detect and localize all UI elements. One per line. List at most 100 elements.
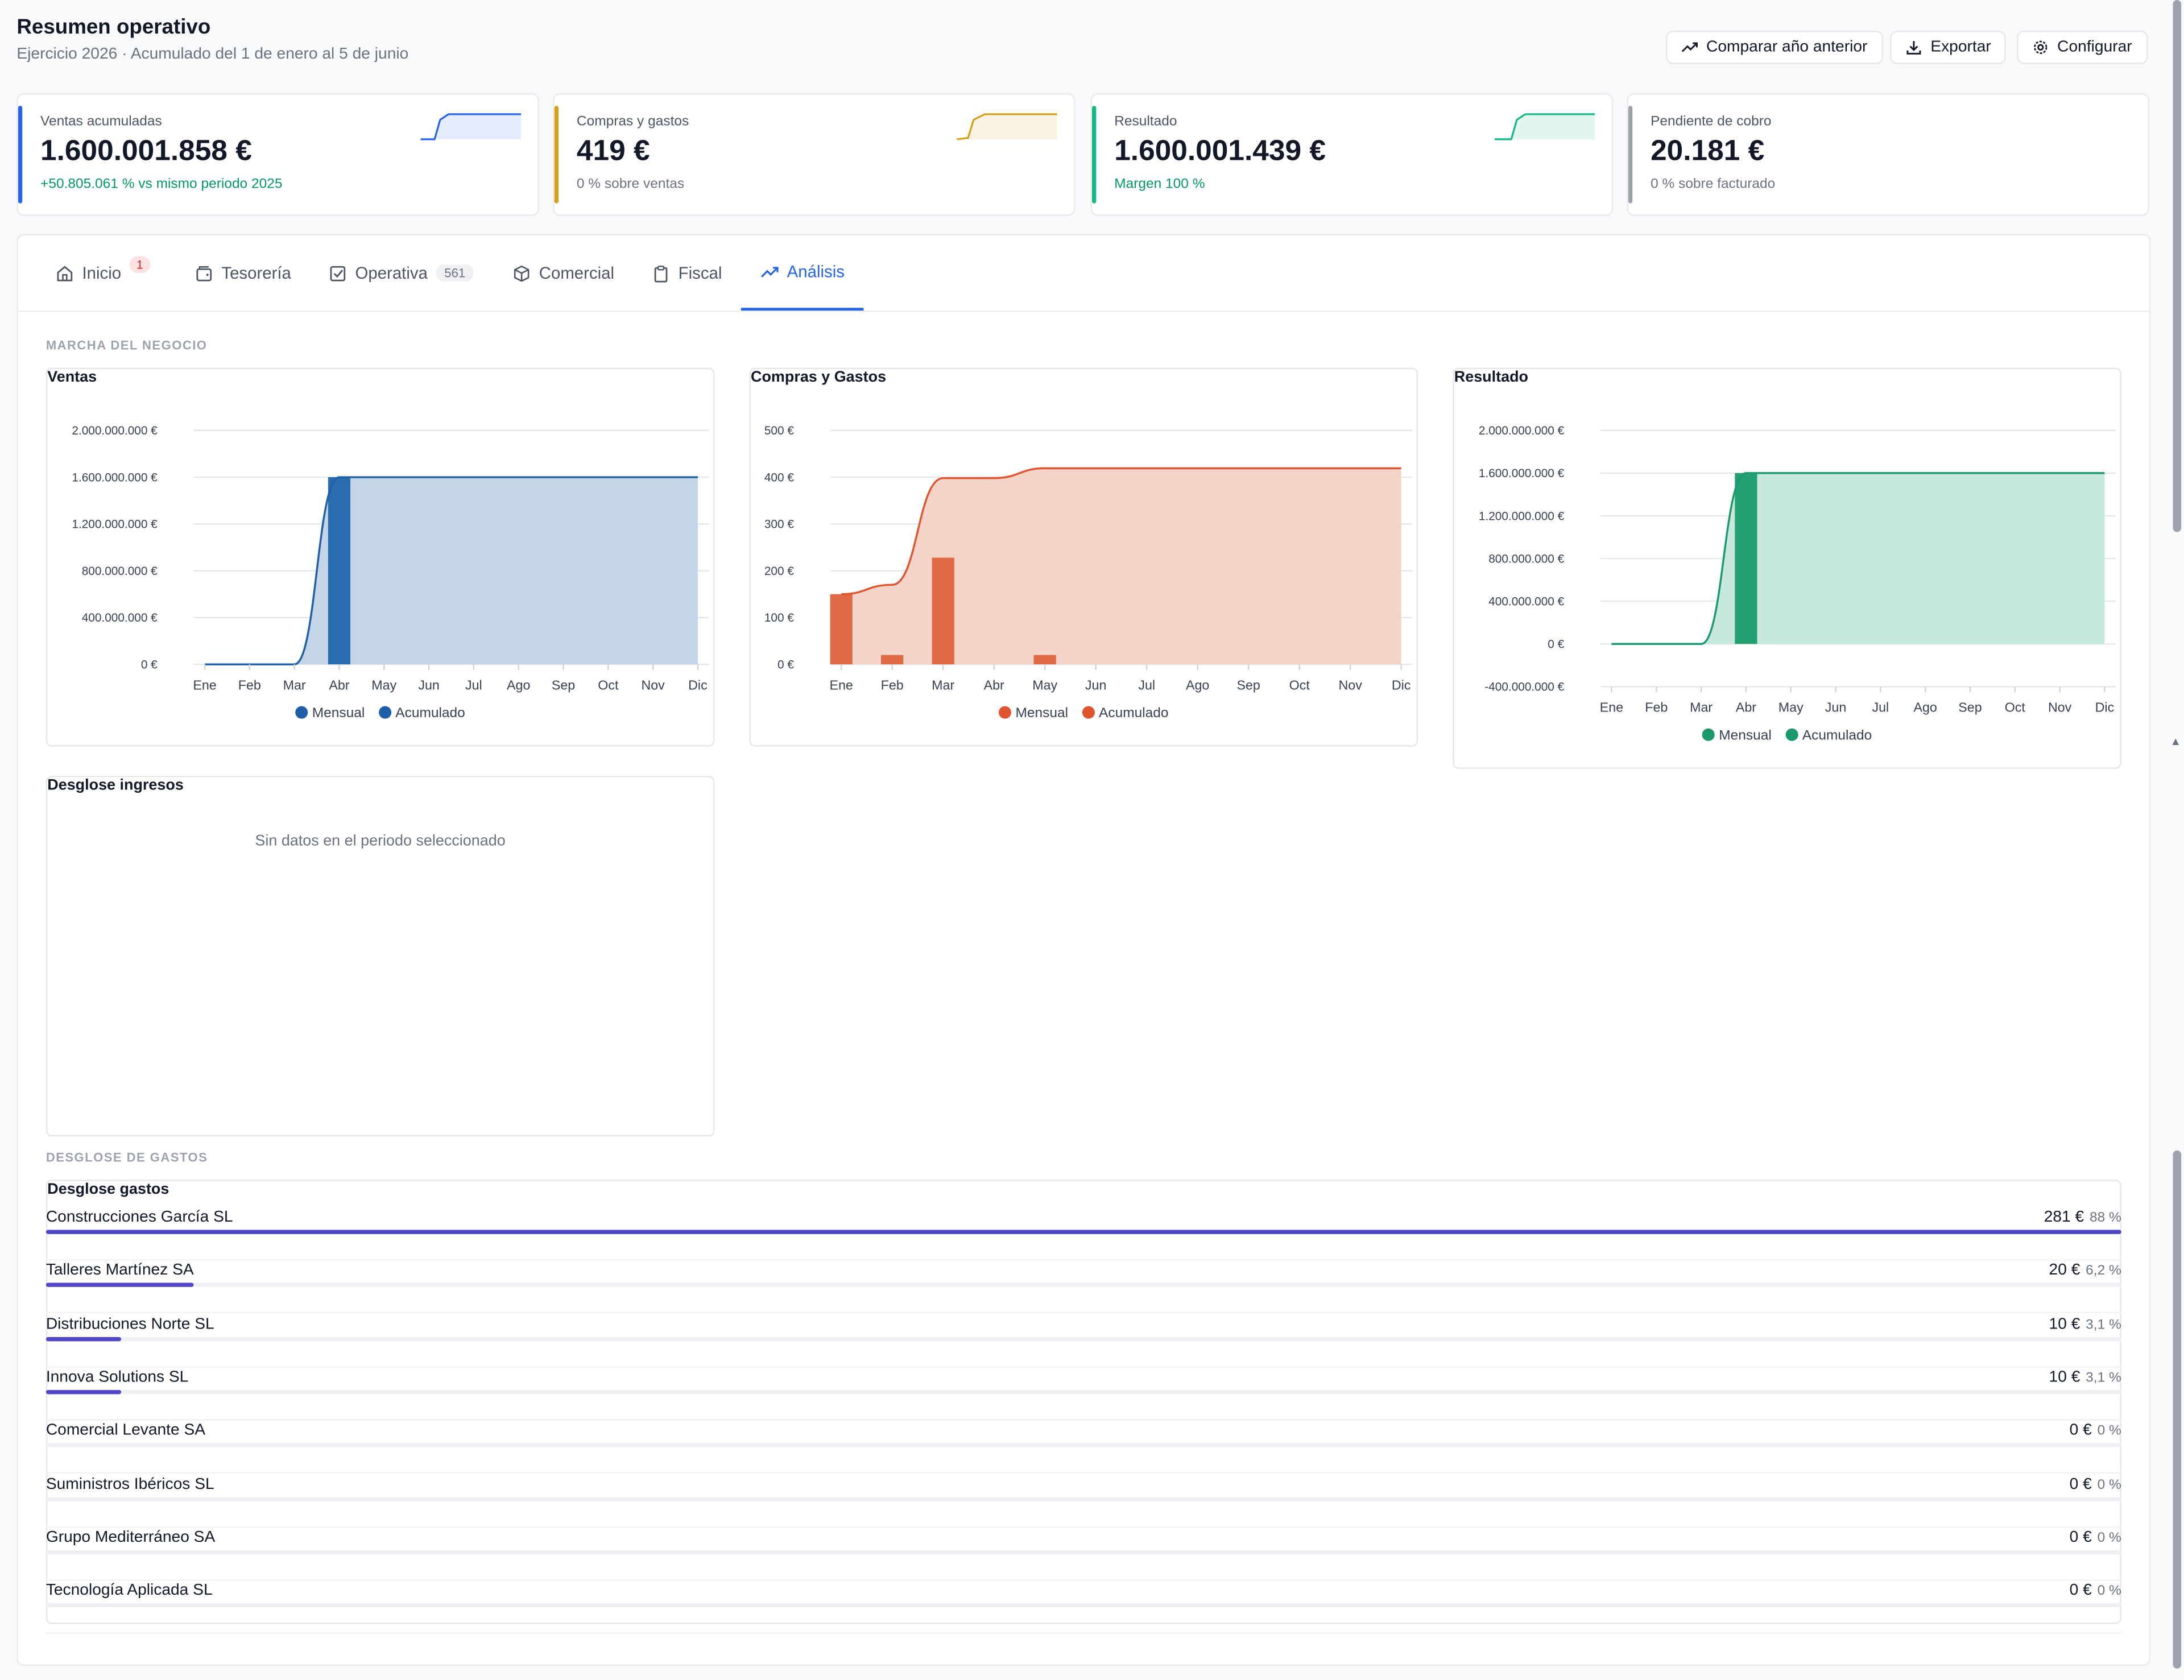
expense-percentage: 3,1 % — [2086, 1370, 2121, 1386]
expense-progress-fill — [46, 1389, 121, 1395]
tab-label: Tesorería — [221, 263, 291, 283]
expense-row[interactable]: Innova Solutions SL 10 € 3,1 % — [46, 1366, 2121, 1421]
kpi-accent-bar — [554, 106, 559, 204]
expense-amount-value: 10 € — [2049, 1315, 2080, 1333]
expense-amount-value: 281 € — [2044, 1209, 2084, 1226]
tab-label: Análisis — [787, 262, 845, 282]
expense-progress-track — [46, 1336, 2121, 1341]
configure-label: Configurar — [2057, 39, 2132, 56]
expense-percentage: 88 % — [2089, 1210, 2121, 1226]
kpi-value: 1.600.001.858 € — [40, 135, 252, 167]
expense-amount: 0 € 0 % — [2070, 1529, 2121, 1546]
expense-row[interactable]: Tecnología Aplicada SL 0 € 0 % — [46, 1579, 2121, 1634]
expense-progress-fill — [46, 1283, 193, 1288]
clipboard-icon — [654, 264, 668, 282]
x-tick-label: Jul — [1872, 700, 1889, 714]
export-button[interactable]: Exportar — [1890, 30, 2007, 64]
legend-label: Mensual — [312, 706, 365, 722]
monthly-bar[interactable] — [830, 594, 853, 665]
y-tick-label: -400.000.000 € — [1484, 681, 1564, 694]
scrollbar-thumb-lower[interactable] — [2173, 1150, 2182, 1669]
legend-label: Acumulado — [1098, 706, 1169, 722]
x-tick-label: May — [371, 677, 396, 692]
y-tick-label: 0 € — [1548, 638, 1564, 651]
kpi-subtext: 0 % sobre ventas — [576, 177, 685, 192]
kpi-accent-bar — [18, 106, 23, 204]
monthly-bar[interactable] — [328, 477, 351, 665]
y-tick-label: 0 € — [777, 659, 794, 672]
x-tick-label: Dic — [688, 677, 708, 692]
expense-row[interactable]: Distribuciones Norte SL 10 € 3,1 % — [46, 1313, 2121, 1367]
expense-amount: 281 € 88 % — [2044, 1209, 2121, 1226]
section-business-heading: MARCHA DEL NEGOCIO — [46, 338, 208, 353]
x-tick-label: Jun — [418, 677, 440, 692]
scrollbar-thumb-upper[interactable] — [2173, 0, 2182, 532]
kpi-accent-bar — [1092, 106, 1097, 204]
expense-row[interactable]: Grupo Mediterráneo SA 0 € 0 % — [46, 1526, 2121, 1581]
expense-amount: 10 € 3,1 % — [2049, 1315, 2121, 1332]
kpi-label: Pendiente de cobro — [1651, 114, 1772, 130]
expense-amount-value: 10 € — [2049, 1369, 2080, 1386]
trend-icon — [761, 266, 779, 277]
page-subtitle: Ejercicio 2026 · Acumulado del 1 de ener… — [16, 45, 409, 63]
tab-comercial[interactable]: Comercial — [512, 235, 614, 311]
chart-card-sales: Ventas 0 € 400.000.000 € 800.000.000 € 1.200… — [46, 367, 715, 747]
monthly-bar[interactable] — [1033, 655, 1056, 665]
scroll-up-arrow-icon[interactable]: ▲ — [2170, 735, 2181, 748]
download-icon — [1906, 41, 1921, 55]
chart-card-purchases: Compras y Gastos 0 € 100 € 200 € 300 € 400 € 5… — [749, 367, 1418, 747]
cumulative-area — [205, 477, 698, 665]
section-expenses-heading: DESGLOSE DE GASTOS — [46, 1150, 208, 1165]
legend-label: Mensual — [1015, 706, 1069, 722]
legend-item-cumulative[interactable]: Acumulado — [1082, 706, 1169, 722]
expense-percentage: 0 % — [2097, 1583, 2121, 1599]
trend-icon — [1681, 42, 1698, 52]
chart-legend: Mensual Acumulado — [47, 706, 713, 722]
income-empty-message: Sin datos en el periodo seleccionado — [255, 833, 506, 850]
tab-fiscal[interactable]: Fiscal — [652, 235, 722, 311]
monthly-bar[interactable] — [881, 655, 904, 665]
expense-row[interactable]: Suministros Ibéricos SL 0 € 0 % — [46, 1473, 2121, 1528]
configure-button[interactable]: Configurar — [2017, 30, 2148, 64]
x-tick-label: Ago — [1186, 677, 1209, 692]
expense-supplier-name: Comercial Levante SA — [46, 1422, 206, 1439]
legend-item-cumulative[interactable]: Acumulado — [1785, 728, 1872, 744]
expense-amount: 0 € 0 % — [2070, 1422, 2121, 1439]
x-tick-label: Feb — [881, 677, 904, 692]
monthly-bar[interactable] — [932, 557, 954, 665]
tab-analisis[interactable]: Análisis — [741, 235, 864, 311]
kpi-value: 1.600.001.439 € — [1114, 135, 1326, 167]
chart-legend: Mensual Acumulado — [1454, 728, 2120, 744]
expense-progress-track — [46, 1283, 2121, 1288]
x-tick-label: Ene — [830, 677, 853, 692]
legend-item-monthly[interactable]: Mensual — [295, 706, 365, 722]
expense-supplier-name: Tecnología Aplicada SL — [46, 1582, 213, 1599]
expense-progress-track — [46, 1550, 2121, 1554]
x-tick-label: Sep — [552, 677, 575, 692]
tab-operativa[interactable]: Operativa 561 — [329, 235, 474, 311]
y-tick-label: 400.000.000 € — [82, 611, 158, 624]
expense-row[interactable]: Talleres Martínez SA 20 € 6,2 % — [46, 1260, 2121, 1314]
x-tick-label: Abr — [1736, 700, 1756, 714]
y-tick-label: 500 € — [764, 424, 794, 437]
expense-amount: 0 € 0 % — [2070, 1476, 2121, 1492]
tab-inicio[interactable]: Inicio 1 — [56, 235, 150, 311]
chart-svg: 0 € 400.000.000 € 800.000.000 € 1.200.000.0… — [72, 424, 709, 692]
compare-previous-year-button[interactable]: Comparar año anterior — [1666, 30, 1883, 64]
y-tick-label: 1.200.000.000 € — [1479, 510, 1565, 523]
tab-tesoreria[interactable]: Tesorería — [195, 235, 291, 311]
legend-item-monthly[interactable]: Mensual — [1702, 728, 1772, 744]
expense-amount-value: 20 € — [2049, 1262, 2080, 1279]
expense-percentage: 3,1 % — [2086, 1317, 2121, 1333]
tab-label: Fiscal — [678, 263, 722, 283]
x-tick-label: Dic — [2095, 700, 2115, 714]
kpi-card: Ventas acumuladas 1.600.001.858 € +50.80… — [16, 93, 539, 216]
expense-row[interactable]: Comercial Levante SA 0 € 0 % — [46, 1420, 2121, 1474]
legend-label: Mensual — [1719, 728, 1772, 744]
legend-item-monthly[interactable]: Mensual — [999, 706, 1068, 722]
expense-row[interactable]: Construcciones García SL 281 € 88 % — [46, 1206, 2121, 1261]
legend-item-cumulative[interactable]: Acumulado — [378, 706, 465, 722]
monthly-bar[interactable] — [1735, 473, 1757, 644]
checkbox-icon — [330, 265, 346, 281]
y-tick-label: 800.000.000 € — [82, 565, 158, 578]
